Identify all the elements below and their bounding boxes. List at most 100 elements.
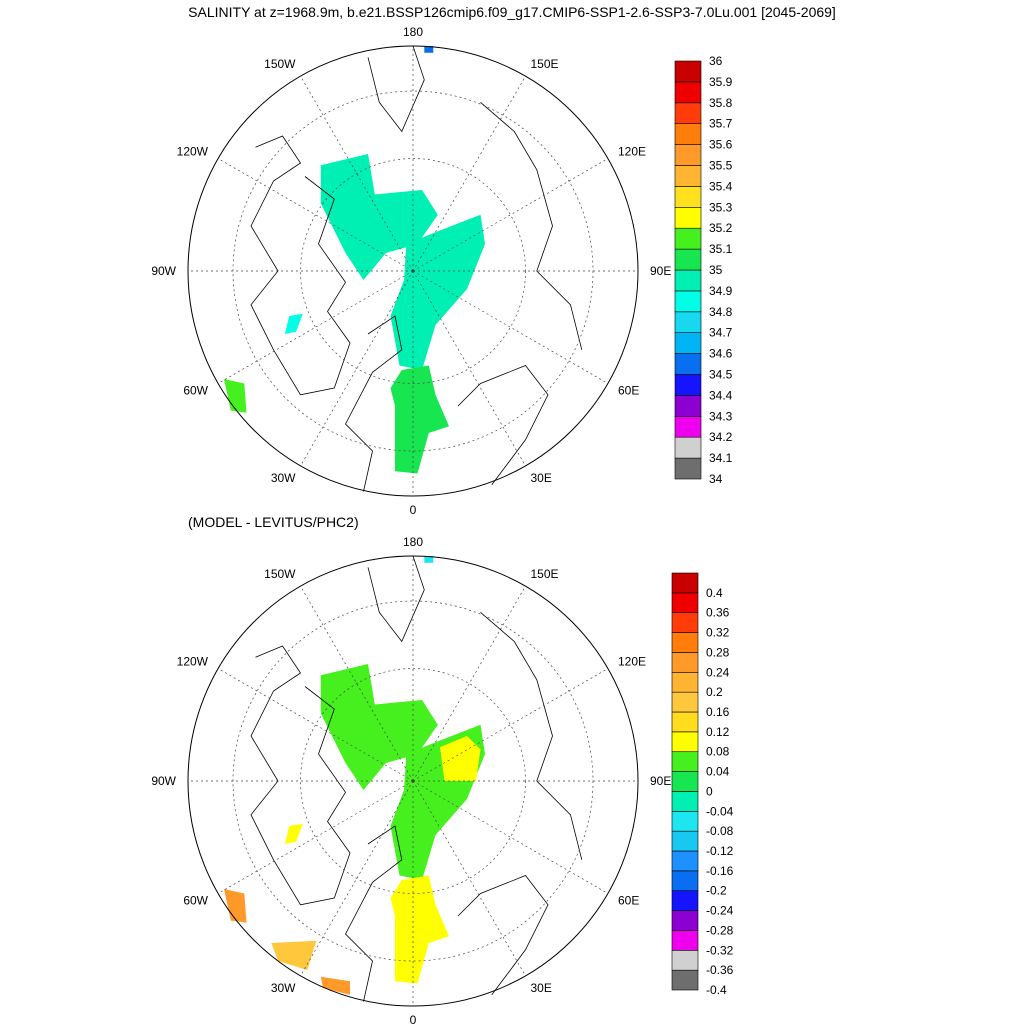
colorbar-label: 0.2 — [706, 685, 723, 699]
longitude-label-150e: 150E — [531, 567, 559, 581]
colorbar-label: 35.2 — [709, 221, 733, 235]
colorbar-swatch-18 — [674, 81, 702, 104]
longitude-label-30e: 30E — [531, 471, 552, 485]
region-bering-strait — [424, 46, 434, 53]
region-labrador-sea — [224, 379, 247, 413]
colorbar-swatch-5 — [671, 870, 699, 892]
region-baffin-bay — [284, 313, 303, 334]
region-bering-strait — [424, 556, 434, 563]
region-amundsen-eurasian-basin — [390, 214, 485, 370]
region-nordic-seas — [390, 365, 449, 474]
colorbar: 34 34.1 34.2 34.3 34.4 34.5 34.6 34.7 34.8 34.9 35… — [674, 54, 733, 486]
longitude-label-0: 0 — [410, 503, 417, 517]
colorbar-swatch-19 — [674, 60, 702, 83]
colorbar-swatch-20 — [671, 572, 699, 594]
colorbar-label: 0.4 — [706, 586, 723, 600]
colorbar-swatch-4 — [671, 890, 699, 911]
graticule — [188, 556, 638, 1006]
colorbar-label: 35.7 — [709, 117, 733, 131]
longitude-label-30e: 30E — [531, 981, 552, 995]
longitude-label-180: 180 — [403, 535, 423, 549]
region-canada-basin-makarov — [320, 154, 438, 280]
colorbar-label: 34.3 — [709, 409, 733, 423]
colorbar-label: 34.5 — [709, 368, 733, 382]
coastline-0 — [250, 135, 351, 396]
colorbar-swatch-3 — [671, 910, 699, 931]
colorbar-swatch-11 — [671, 751, 699, 772]
colorbar-swatch-9 — [674, 269, 702, 292]
colorbar-swatch-7 — [674, 311, 702, 333]
map-boundary — [187, 45, 639, 497]
colorbar-label: 0 — [706, 784, 713, 798]
colorbar-swatch-2 — [674, 415, 702, 438]
colorbar-label: -0.12 — [706, 844, 734, 858]
longitude-label-120w: 120W — [177, 145, 209, 159]
colorbar-label: -0.4 — [706, 983, 727, 997]
longitude-label-180: 180 — [403, 25, 423, 39]
longitude-label-150e: 150E — [531, 57, 559, 71]
region-nansen-basin-patch — [440, 736, 481, 781]
colorbar-swatch-13 — [674, 186, 702, 208]
colorbar-swatch-3 — [674, 395, 702, 417]
colorbar-label: 0.28 — [706, 645, 730, 659]
coastline-0 — [250, 645, 351, 906]
graticule — [188, 46, 638, 496]
region-north-atlantic-sw — [271, 940, 317, 970]
colorbar-label: 35.3 — [709, 200, 733, 214]
colorbar-swatch-10 — [671, 771, 699, 792]
colorbar-label: 34.2 — [709, 430, 733, 444]
colorbar-label: 0.08 — [706, 745, 730, 759]
colorbar-swatch-1 — [671, 949, 699, 971]
longitude-label-120e: 120E — [618, 655, 646, 669]
colorbar-swatch-14 — [674, 165, 702, 187]
coastlines — [250, 45, 583, 492]
colorbar-swatch-10 — [674, 248, 702, 271]
colorbar-swatch-8 — [674, 290, 702, 313]
region-labrador-sea — [224, 889, 247, 923]
longitude-label-150w: 150W — [264, 567, 296, 581]
colorbar-label: 35.5 — [709, 159, 733, 173]
longitude-label-30w: 30W — [271, 981, 296, 995]
colorbar-label: 34.4 — [709, 388, 733, 402]
colorbar-swatch-7 — [671, 830, 699, 852]
longitude-label-150w: 150W — [264, 57, 296, 71]
colorbar-swatch-15 — [671, 671, 699, 693]
latitude-circle-0 — [300, 668, 526, 894]
region-nordic-seas — [390, 875, 449, 984]
coastline-3 — [480, 611, 583, 860]
longitude-label-60w: 60W — [183, 894, 208, 908]
longitude-label-60w: 60W — [183, 384, 208, 398]
colorbar-swatch-14 — [671, 691, 699, 713]
longitude-label-90e: 90E — [650, 774, 671, 788]
colorbar-label: -0.24 — [706, 904, 734, 918]
colorbar-swatch-5 — [674, 353, 702, 375]
colorbar-swatch-16 — [674, 123, 702, 145]
coastline-4 — [367, 45, 425, 133]
colorbar-label: 0.36 — [706, 606, 730, 620]
colorbar-swatch-6 — [671, 850, 699, 872]
colorbar-label: 34.9 — [709, 284, 733, 298]
coastline-2 — [457, 875, 549, 996]
colorbar-label: -0.08 — [706, 824, 734, 838]
coastline-3 — [480, 101, 583, 350]
colorbar-label: 36 — [709, 54, 723, 68]
coastline-2 — [457, 365, 549, 486]
coastline-1 — [345, 825, 403, 1002]
colorbar-swatch-15 — [674, 144, 702, 166]
colorbar-label: 34.8 — [709, 305, 733, 319]
colorbar-label: 34 — [709, 472, 723, 486]
colorbar-swatch-17 — [674, 102, 702, 125]
colorbar-label: 0.24 — [706, 665, 730, 679]
colorbar-label: -0.32 — [706, 943, 734, 957]
longitude-label-120e: 120E — [618, 145, 646, 159]
longitude-label-60e: 60E — [618, 894, 639, 908]
meridian-8 — [217, 780, 414, 894]
colorbar-swatch-13 — [671, 711, 699, 733]
longitude-label-90e: 90E — [650, 264, 671, 278]
map-boundary — [187, 555, 639, 1007]
colorbar-label: 35.1 — [709, 242, 733, 256]
data-regions — [224, 556, 485, 995]
bottom-polar-map: 180 150E 120E 90E 60E 30E 0 30W 60W 90W 120W 150W -0… — [151, 535, 734, 1027]
colorbar-label: -0.04 — [706, 804, 734, 818]
colorbar-swatch-0 — [674, 457, 702, 480]
